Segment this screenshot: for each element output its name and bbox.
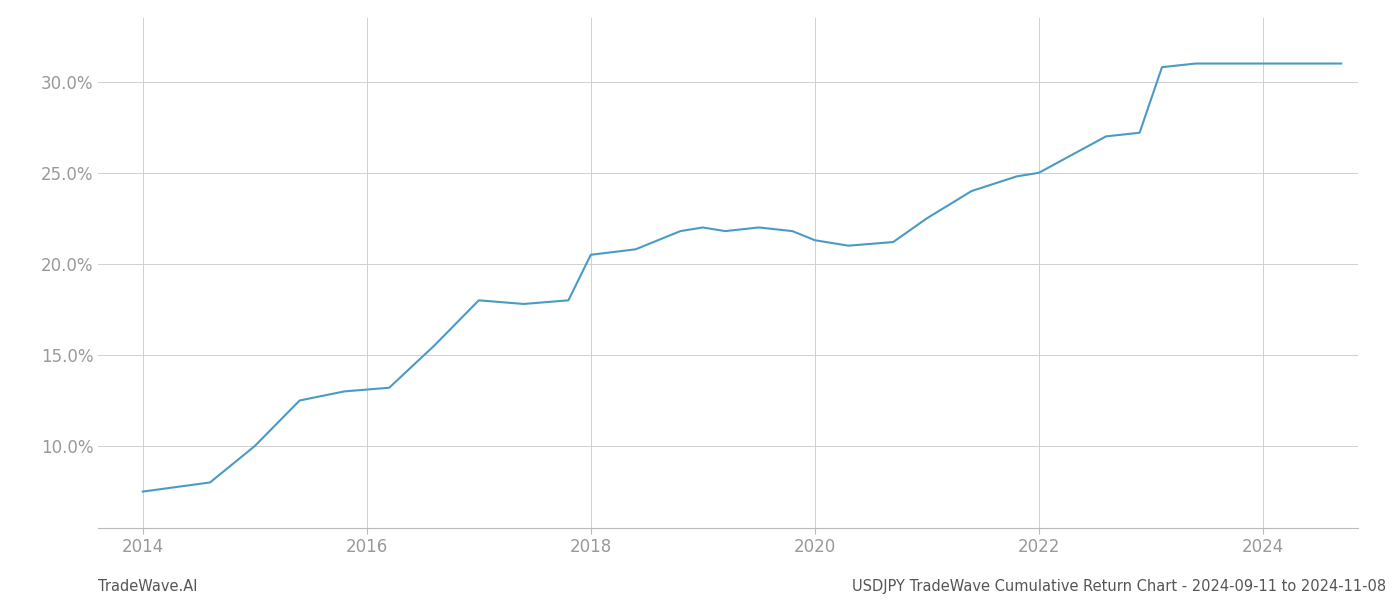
Text: TradeWave.AI: TradeWave.AI bbox=[98, 579, 197, 594]
Text: USDJPY TradeWave Cumulative Return Chart - 2024-09-11 to 2024-11-08: USDJPY TradeWave Cumulative Return Chart… bbox=[851, 579, 1386, 594]
